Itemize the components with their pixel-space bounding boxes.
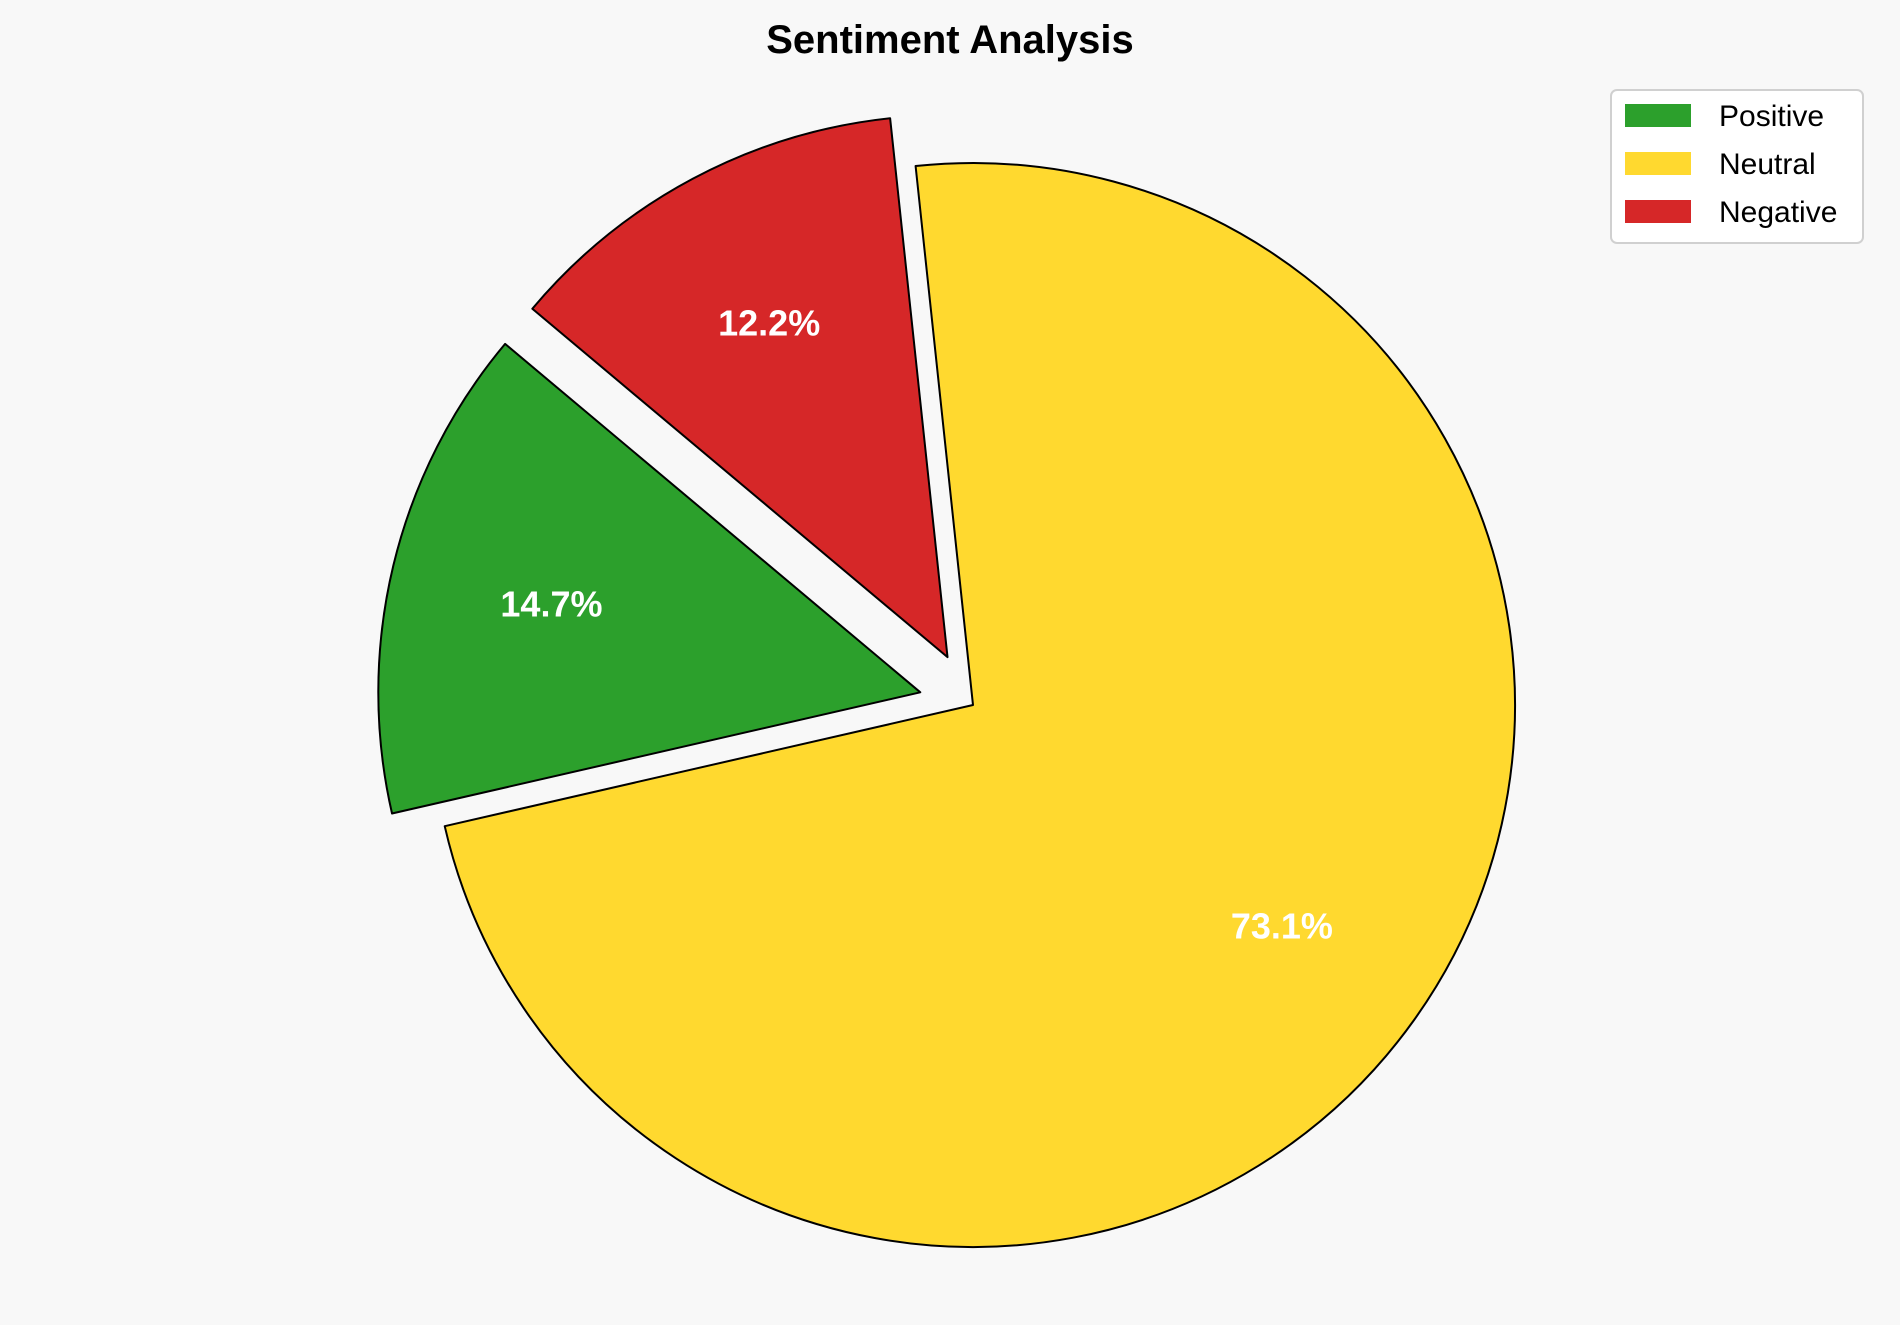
legend-swatch-neutral [1625, 152, 1691, 175]
slice-label-neutral: 73.1% [1231, 905, 1333, 946]
legend: Positive Neutral Negative [1610, 89, 1864, 244]
slice-label-positive: 14.7% [500, 583, 602, 624]
legend-swatch-positive [1625, 104, 1691, 127]
slice-label-negative: 12.2% [718, 302, 820, 343]
chart-title: Sentiment Analysis [766, 18, 1134, 62]
legend-label-neutral: Neutral [1719, 148, 1816, 181]
legend-label-positive: Positive [1719, 100, 1824, 133]
legend-swatch-negative [1625, 200, 1691, 223]
legend-label-negative: Negative [1719, 196, 1837, 229]
pie-slice-neutral [443, 162, 1516, 1248]
pie-slice-positive [377, 342, 922, 815]
pie-slice-negative [531, 117, 949, 659]
